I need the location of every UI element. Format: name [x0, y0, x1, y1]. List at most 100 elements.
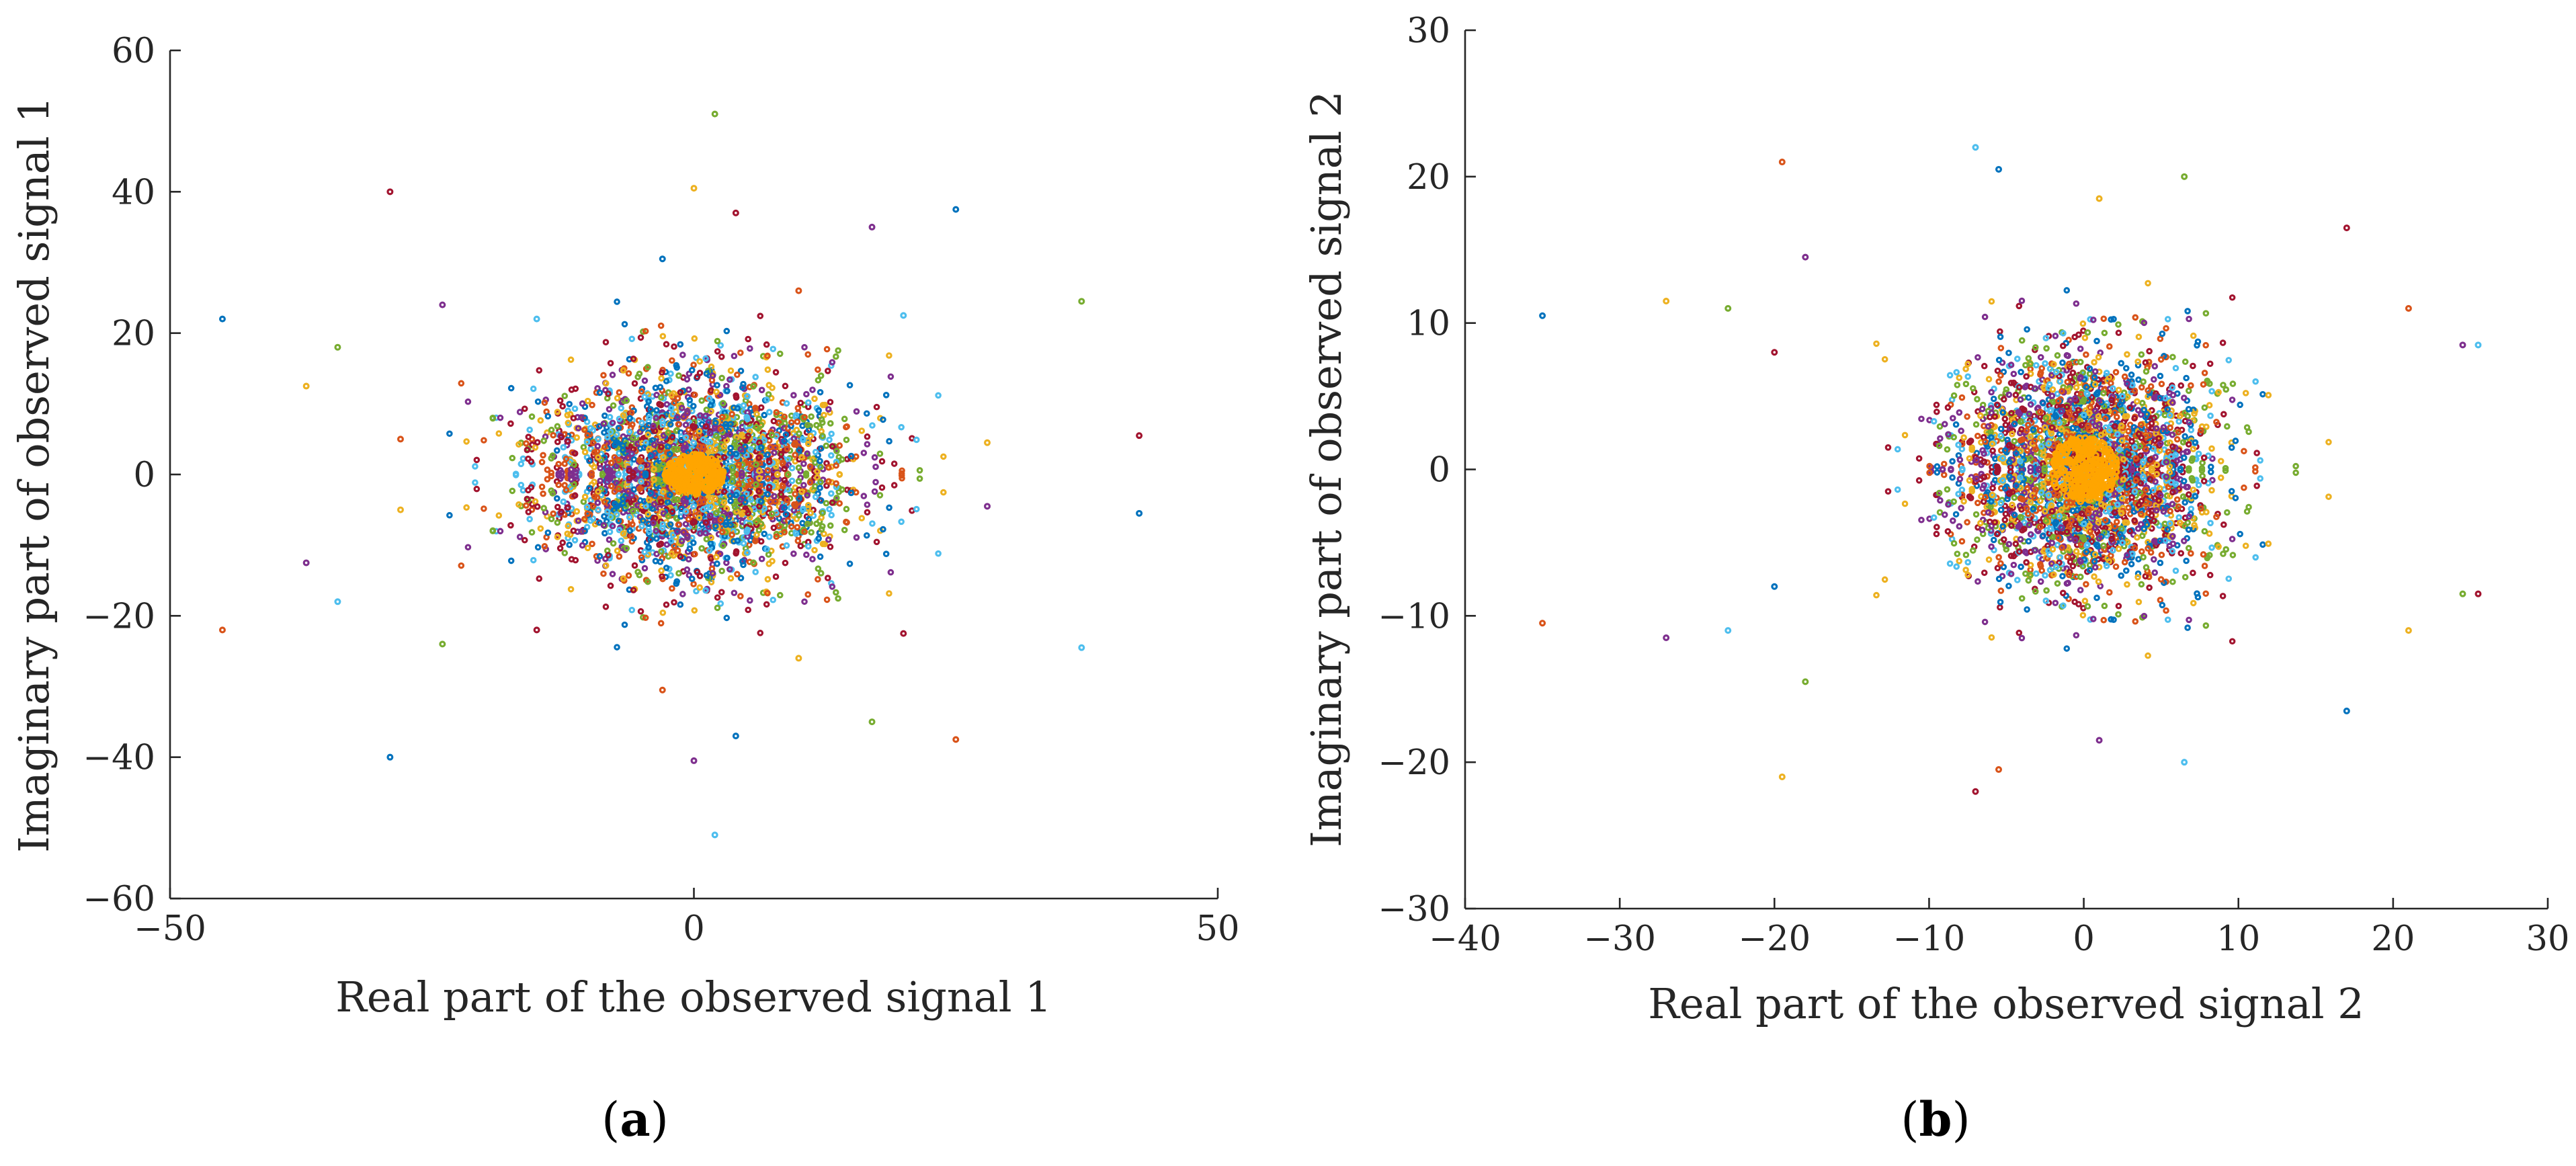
scatter-point [818, 445, 825, 452]
scatter-point [2023, 559, 2030, 566]
scatter-point [812, 493, 819, 501]
scatter-point [537, 525, 544, 532]
scatter-point [2219, 593, 2227, 599]
scatter-point [641, 393, 648, 401]
scatter-point [615, 517, 622, 524]
scatter-point [537, 417, 544, 424]
scatter-point [602, 603, 610, 610]
scatter-point [782, 559, 789, 567]
scatter-point [843, 423, 849, 431]
scatter-point [690, 185, 698, 192]
scatter-point [669, 357, 675, 364]
scatter-point [579, 542, 586, 549]
scatter-point [2135, 333, 2143, 341]
scatter-point [671, 542, 677, 550]
scatter-point [602, 555, 609, 563]
scatter-point [659, 333, 667, 340]
scatter-point [952, 206, 960, 213]
scatter-point [886, 438, 892, 445]
scatter-point [616, 389, 623, 396]
scatter-point [726, 566, 733, 573]
scatter-point [613, 431, 620, 438]
scatter-point [589, 401, 595, 409]
scatter-point [641, 377, 649, 384]
scatter-point [757, 313, 764, 319]
scatter-point [719, 528, 726, 536]
scatter-point [608, 460, 615, 466]
scatter-point [1950, 392, 1958, 399]
scatter-point [2021, 413, 2028, 420]
scatter-point [772, 369, 780, 376]
scatter-point [1958, 538, 1966, 545]
scatter-point [1988, 298, 1995, 305]
scatter-point [588, 470, 595, 476]
scatter-point [711, 447, 718, 454]
scatter-point [2115, 329, 2122, 337]
scatter-point [567, 356, 575, 364]
scatter-point [540, 505, 547, 511]
scatter-point [788, 419, 795, 426]
scatter-point [677, 553, 684, 560]
scatter-point [714, 337, 721, 345]
scatter-point [764, 467, 772, 474]
scatter-point [595, 435, 601, 443]
scatter-point [631, 562, 638, 569]
scatter-point [827, 399, 834, 406]
scatter-point [841, 415, 848, 423]
scatter-point [2106, 589, 2113, 596]
scatter-point [761, 530, 768, 538]
scatter-point [763, 601, 770, 608]
scatter-point [752, 374, 759, 380]
scatter-point [1918, 415, 1925, 423]
scatter-point [675, 372, 682, 379]
scatter-point [563, 456, 570, 462]
scatter-point [2208, 544, 2215, 551]
scatter-point [723, 559, 730, 567]
scatter-point [913, 505, 920, 513]
scatter-point [525, 433, 532, 440]
scatter-point [570, 527, 577, 534]
scatter-point [745, 606, 751, 614]
scatter-point [803, 551, 810, 558]
scatter-point [1972, 421, 1980, 428]
scatter-point [795, 655, 802, 662]
scatter-point [827, 490, 835, 497]
scatter-point [718, 374, 725, 382]
scatter-point [2252, 464, 2259, 471]
scatter-point [611, 454, 618, 461]
scatter-point [882, 550, 890, 557]
scatter-point [823, 345, 831, 353]
scatter-point [588, 472, 595, 479]
scatter-point [472, 463, 479, 470]
scatter-point [731, 352, 738, 360]
scatter-point [481, 437, 487, 444]
scatter-point [2024, 326, 2030, 333]
x-tick-label-a: 0 [683, 909, 704, 949]
scatter-point [690, 581, 697, 587]
x-axis-label-a: Real part of the observed signal 1 [335, 972, 1052, 1022]
scatter-point [734, 537, 741, 544]
scatter-point [628, 606, 636, 614]
scatter-point [801, 598, 808, 606]
scatter-point [783, 400, 790, 407]
scatter-point [873, 403, 880, 411]
scatter-point [646, 528, 653, 535]
scatter-point [826, 436, 833, 444]
scatter-point [526, 515, 533, 523]
scatter-point [587, 517, 594, 524]
scatter-point [655, 427, 661, 435]
scatter-point [2075, 331, 2082, 338]
scatter-point [663, 601, 670, 608]
scatter-point [2024, 485, 2031, 492]
scatter-point [828, 430, 835, 438]
scatter-point [659, 521, 666, 528]
scatter-point [595, 506, 601, 513]
scatter-point [616, 553, 623, 560]
scatter-point [869, 520, 876, 527]
scatter-point [773, 530, 780, 538]
scatter-point [698, 397, 705, 404]
scatter-point [764, 491, 772, 498]
scatter-point [565, 504, 571, 511]
scatter-point [753, 411, 760, 417]
scatter-point [2245, 428, 2252, 435]
